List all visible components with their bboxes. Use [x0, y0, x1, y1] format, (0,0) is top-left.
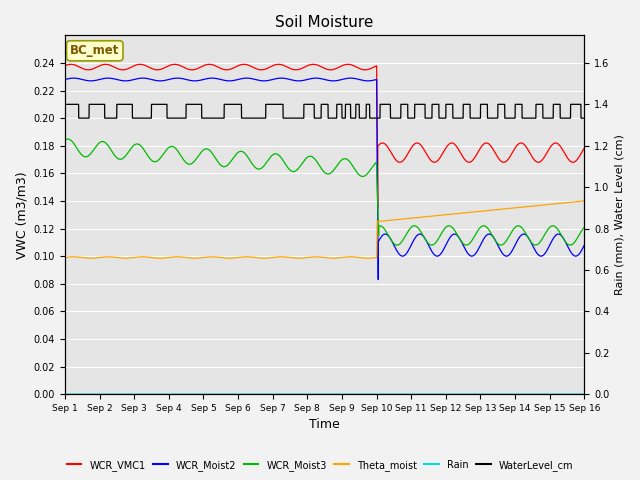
- Text: BC_met: BC_met: [70, 44, 120, 57]
- X-axis label: Time: Time: [309, 419, 340, 432]
- Title: Soil Moisture: Soil Moisture: [275, 15, 374, 30]
- Y-axis label: Rain (mm), Water Level (cm): Rain (mm), Water Level (cm): [615, 134, 625, 295]
- Y-axis label: VWC (m3/m3): VWC (m3/m3): [15, 171, 28, 259]
- Legend: WCR_VMC1, WCR_Moist2, WCR_Moist3, Theta_moist, Rain, WaterLevel_cm: WCR_VMC1, WCR_Moist2, WCR_Moist3, Theta_…: [63, 456, 577, 475]
